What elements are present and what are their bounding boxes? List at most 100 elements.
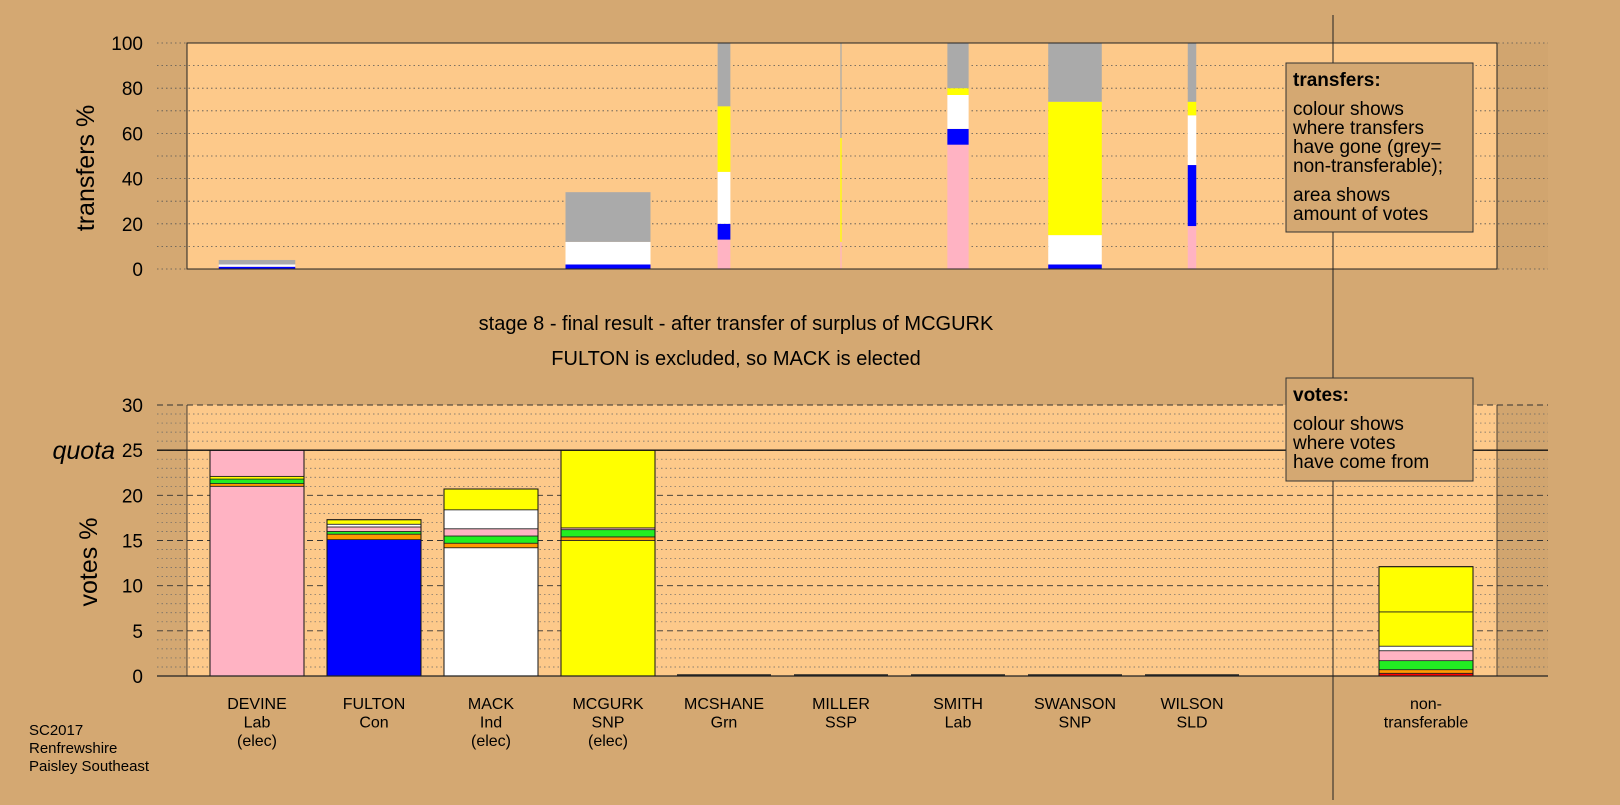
transfer-segment (947, 88, 969, 95)
transfer-segment (1187, 115, 1197, 166)
transfer-segment (717, 223, 731, 240)
vote-segment (209, 485, 305, 677)
transfer-segment (1048, 43, 1102, 102)
vote-segment (443, 528, 539, 537)
transfer-segment (717, 106, 731, 172)
transfer-segment (840, 43, 842, 138)
candidate-label: MILLER (812, 696, 870, 713)
source-label: Paisley Southeast (29, 758, 150, 775)
votes-tick-label: 30 (122, 396, 143, 417)
transfer-segment (1048, 264, 1102, 269)
transfer-segment (840, 137, 842, 242)
transfer-segment (947, 144, 969, 269)
candidate-label: Ind (480, 715, 502, 732)
candidate-label: DEVINE (227, 696, 287, 713)
vote-segment (1378, 650, 1474, 662)
transfer-segment (947, 128, 969, 145)
transfers-tick-label: 40 (122, 170, 143, 191)
vote-segment (326, 526, 422, 532)
transfers-axis-title: transfers % (72, 105, 100, 231)
transfer-segment (1187, 226, 1197, 269)
legend-line: have gone (grey= (1293, 137, 1441, 158)
transfer-segment (1187, 101, 1197, 116)
votes-tick-label: 5 (132, 622, 143, 643)
candidate-label: Grn (711, 715, 738, 732)
vote-segment (326, 519, 422, 525)
votes-tick-label: 10 (122, 577, 143, 598)
transfer-segment (218, 259, 296, 265)
votes-legend: votes: colour shows where votes have com… (1285, 377, 1474, 482)
vote-segment (326, 531, 422, 535)
vote-segment (1378, 660, 1474, 671)
candidate-label: MACK (468, 696, 515, 713)
transfer-segment (1187, 165, 1197, 227)
candidate-label: (elec) (237, 733, 277, 750)
candidate-label: (elec) (588, 733, 628, 750)
votes-tick-label: 25 (122, 441, 143, 462)
legend-line: colour shows (1293, 414, 1404, 435)
candidate-label: MCGURK (572, 696, 643, 713)
vote-segment (443, 509, 539, 530)
vote-segment (560, 536, 656, 541)
legend-line: amount of votes (1293, 204, 1428, 225)
transfers-tick-label: 80 (122, 79, 143, 100)
transfer-segment (717, 43, 731, 107)
transfer-segment (218, 266, 296, 269)
votes-tick-label: 0 (132, 667, 143, 688)
legend-line: where votes (1292, 433, 1395, 454)
transfer-segment (565, 192, 651, 242)
candidate-label: SMITH (933, 696, 983, 713)
candidate-label: Con (359, 715, 388, 732)
legend-line: colour shows (1293, 99, 1404, 120)
vote-segment (443, 488, 539, 511)
transfer-segment (1048, 101, 1102, 236)
vote-segment (1378, 645, 1474, 652)
vote-segment (1378, 566, 1474, 613)
vote-segment (443, 542, 539, 549)
legend-line: have come from (1293, 452, 1429, 473)
legend-line: where transfers (1292, 118, 1424, 139)
transfer-segment (947, 43, 969, 89)
source-label: SC2017 (29, 722, 83, 739)
transfers-legend: transfers: colour shows where transfers … (1285, 62, 1474, 233)
vote-segment (209, 475, 305, 480)
transfers-tick-label: 0 (132, 260, 143, 281)
vote-segment (1378, 611, 1474, 647)
candidate-label: Lab (945, 715, 972, 732)
transfers-right-panel (1497, 43, 1548, 269)
votes-legend-title: votes: (1293, 385, 1349, 406)
vote-segment (560, 540, 656, 677)
transfer-segment (947, 94, 969, 129)
candidate-label: Lab (244, 715, 271, 732)
vote-segment (326, 539, 422, 677)
transfers-legend-title: transfers: (1293, 70, 1381, 91)
vote-segment (560, 449, 656, 529)
transfer-segment (1048, 235, 1102, 265)
candidate-label: non- (1410, 696, 1442, 713)
legend-line: area shows (1293, 185, 1390, 206)
candidate-label: SSP (825, 715, 857, 732)
bars (209, 43, 1474, 677)
transfer-segment (565, 264, 651, 269)
transfer-segment (717, 171, 731, 224)
vote-segment (443, 547, 539, 677)
transfers-tick-label: 20 (122, 215, 143, 236)
axes: 020406080100051015202530DEVINELab(elec)F… (111, 15, 1548, 800)
candidate-label: SWANSON (1034, 696, 1116, 713)
transfer-segment (565, 241, 651, 265)
legend-line: non-transferable); (1293, 156, 1443, 177)
votes-tick-label: 15 (122, 532, 143, 553)
transfers-frame (186, 42, 1498, 270)
transfers-tick-label: 100 (111, 34, 143, 55)
stage-description: stage 8 - final result - after transfer … (479, 313, 994, 335)
candidate-label: SLD (1176, 715, 1207, 732)
candidate-label: MCSHANE (684, 696, 764, 713)
vote-segment (209, 478, 305, 484)
candidate-label: SNP (592, 715, 625, 732)
vote-segment (326, 523, 422, 528)
candidate-label: transferable (1384, 715, 1469, 732)
candidate-label: (elec) (471, 733, 511, 750)
votes-tick-label: 20 (122, 486, 143, 507)
transfer-segment (840, 241, 842, 269)
